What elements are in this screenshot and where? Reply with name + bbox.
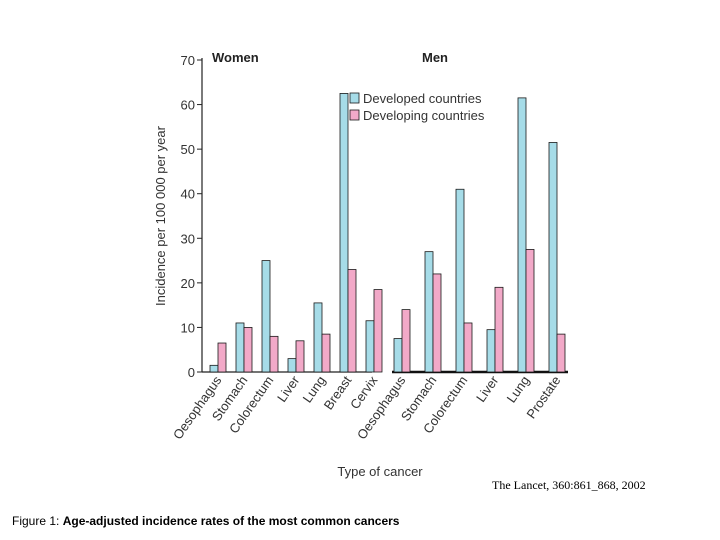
men-bar-developed-colorectum xyxy=(455,188,465,373)
men-bar-developed-prostate xyxy=(548,142,558,373)
men-category-label: Lung xyxy=(504,373,533,405)
men-bar-developed-oesophagus xyxy=(393,338,403,373)
women-bar-developed-oesophagus xyxy=(209,364,219,373)
men-bar-developed-stomach xyxy=(424,251,434,373)
women-bar-developing-colorectum xyxy=(269,335,279,373)
caption-prefix: Figure 1: xyxy=(12,514,63,528)
men-bar-developing-prostate xyxy=(556,333,566,373)
women-bar-developing-liver xyxy=(295,340,305,373)
men-bar-developing-lung xyxy=(525,249,535,373)
figure-caption: Figure 1: Age-adjusted incidence rates o… xyxy=(12,514,399,528)
y-tick-label: 40 xyxy=(181,187,195,202)
men-bar-developed-liver xyxy=(486,329,496,373)
men-bar-developing-colorectum xyxy=(463,322,473,373)
women-bar-developed-colorectum xyxy=(261,260,271,373)
women-bar-developed-liver xyxy=(287,358,297,373)
y-tick-label: 20 xyxy=(181,276,195,291)
y-tick-label: 30 xyxy=(181,231,195,246)
women-bar-developing-breast xyxy=(347,269,357,373)
y-tick-label: 10 xyxy=(181,320,195,335)
y-tick-label: 70 xyxy=(181,53,195,68)
men-category-label: Liver xyxy=(473,373,502,405)
caption-title: Age-adjusted incidence rates of the most… xyxy=(62,514,400,528)
women-bar-developed-cervix xyxy=(365,320,375,373)
women-bar-developing-lung xyxy=(321,333,331,373)
women-category-label: Breast xyxy=(321,373,355,413)
x-axis-label: Type of cancer xyxy=(337,464,423,479)
women-bar-developed-lung xyxy=(313,302,323,373)
men-bar-developed-lung xyxy=(517,97,527,373)
y-tick-label: 0 xyxy=(188,365,195,380)
men-bar-developing-oesophagus xyxy=(401,309,411,373)
women-bar-developing-oesophagus xyxy=(217,342,227,373)
legend-label-developing: Developing countries xyxy=(363,108,485,123)
men-panel-title: Men xyxy=(422,50,448,65)
citation: The Lancet, 360:861_868, 2002 xyxy=(492,478,646,492)
men-bar-developing-liver xyxy=(494,286,504,373)
women-panel-title: Women xyxy=(212,50,259,65)
women-category-label: Liver xyxy=(274,373,303,405)
men-bar-developing-stomach xyxy=(432,273,442,373)
women-bar-developed-stomach xyxy=(235,322,245,373)
legend-swatch-developed xyxy=(349,92,360,104)
women-bar-developed-breast xyxy=(339,93,349,373)
y-tick-label: 60 xyxy=(181,98,195,113)
y-tick-label: 50 xyxy=(181,142,195,157)
y-axis-label: Incidence per 100 000 per year xyxy=(153,125,168,306)
legend-swatch-developing xyxy=(349,109,360,121)
women-bar-developing-stomach xyxy=(243,327,253,373)
women-bar-developing-cervix xyxy=(373,289,383,373)
legend-label-developed: Developed countries xyxy=(363,91,482,106)
